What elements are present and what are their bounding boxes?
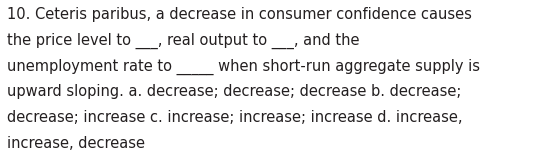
Text: unemployment rate to _____ when short-run aggregate supply is: unemployment rate to _____ when short-ru… [7, 58, 480, 75]
Text: upward sloping. a. decrease; decrease; decrease b. decrease;: upward sloping. a. decrease; decrease; d… [7, 84, 461, 99]
Text: the price level to ___, real output to ___, and the: the price level to ___, real output to _… [7, 33, 360, 49]
Text: 10. Ceteris paribus, a decrease in consumer confidence causes: 10. Ceteris paribus, a decrease in consu… [7, 7, 472, 22]
Text: decrease; increase c. increase; increase; increase d. increase,: decrease; increase c. increase; increase… [7, 110, 463, 125]
Text: increase, decrease: increase, decrease [7, 136, 145, 151]
